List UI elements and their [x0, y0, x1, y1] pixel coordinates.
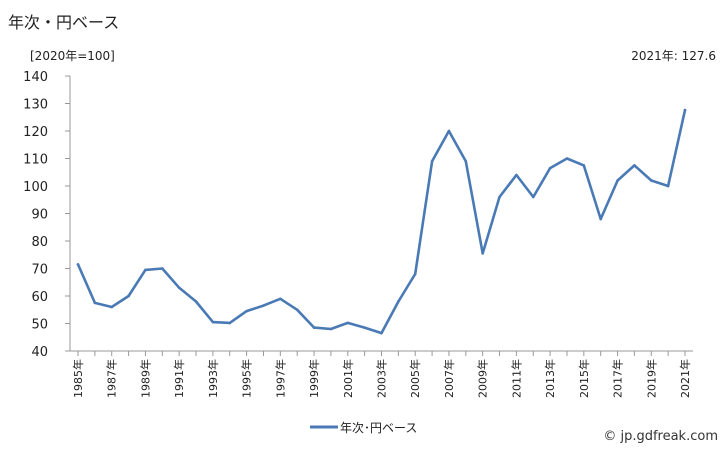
data-point: [464, 159, 468, 163]
data-point: [633, 164, 636, 167]
data-point: [481, 252, 484, 255]
data-point: [329, 327, 333, 331]
series-line: [76, 108, 687, 335]
data-point: [76, 263, 80, 266]
data-point: [683, 108, 687, 112]
data-point: [413, 272, 417, 276]
data-point: [666, 184, 670, 188]
x-tick-label: 2005年: [408, 359, 422, 398]
data-point: [312, 326, 316, 329]
x-tick-label: 2011年: [509, 359, 523, 398]
data-point: [228, 321, 232, 325]
data-point: [262, 304, 265, 307]
x-tick-label: 2017年: [611, 359, 625, 398]
data-point: [430, 159, 434, 163]
data-point: [582, 164, 586, 167]
y-tick-label: 70: [31, 263, 48, 278]
data-point: [161, 267, 164, 270]
x-tick-label: 1995年: [240, 359, 254, 398]
data-point: [295, 308, 299, 312]
y-tick-label: 40: [31, 345, 48, 360]
x-tick-label: 2021年: [678, 359, 692, 398]
data-point: [127, 294, 130, 298]
x-tick-label: 1987年: [105, 359, 119, 398]
data-point: [245, 309, 248, 313]
data-point: [144, 268, 147, 272]
x-tick-label: 1993年: [206, 359, 220, 398]
data-point: [194, 300, 198, 303]
x-tick-label: 1997年: [273, 359, 287, 398]
source-credit: © jp.gdfreak.com: [603, 429, 718, 444]
data-point: [279, 297, 282, 301]
x-tick-label: 2013年: [543, 359, 557, 398]
data-point: [211, 320, 215, 324]
x-tick-label: 2009年: [476, 359, 490, 398]
data-point: [548, 166, 552, 170]
data-point: [346, 321, 350, 325]
x-tick-label: 2007年: [442, 359, 456, 398]
data-point: [447, 129, 451, 133]
data-point: [93, 301, 97, 305]
x-tick-label: 2003年: [375, 359, 389, 398]
y-tick-label: 140: [23, 70, 48, 85]
data-point: [397, 300, 400, 303]
x-tick-label: 2015年: [577, 359, 591, 398]
y-tick-label: 50: [31, 318, 48, 333]
y-tick-label: 130: [23, 98, 48, 113]
y-tick-label: 100: [23, 180, 48, 195]
data-point: [380, 331, 383, 335]
unit-label: [2020年=100]: [30, 49, 115, 63]
y-tick-label: 80: [31, 235, 48, 250]
x-tick-label: 1999年: [307, 359, 321, 398]
data-point: [177, 286, 181, 290]
latest-value-label: 2021年: 127.6: [631, 49, 716, 63]
x-tick-label: 1985年: [71, 359, 85, 398]
data-point: [515, 173, 518, 177]
data-point: [565, 157, 569, 160]
y-tick-label: 120: [23, 125, 48, 140]
x-tick-label: 2001年: [341, 359, 355, 398]
x-tick-label: 1989年: [138, 359, 152, 398]
data-point: [531, 195, 535, 199]
data-point: [616, 179, 619, 182]
x-tick-label: 1991年: [172, 359, 186, 398]
data-point: [599, 217, 602, 221]
chart-title: 年次・円ベース: [8, 13, 120, 32]
data-point: [498, 195, 501, 199]
legend-label: 年次･円ベース: [340, 421, 417, 435]
y-tick-label: 90: [31, 208, 48, 223]
data-point: [110, 305, 114, 309]
data-point: [649, 179, 653, 182]
y-tick-label: 110: [23, 153, 48, 168]
y-tick-label: 60: [31, 290, 48, 305]
x-tick-label: 2019年: [644, 359, 658, 398]
data-point: [363, 326, 366, 329]
